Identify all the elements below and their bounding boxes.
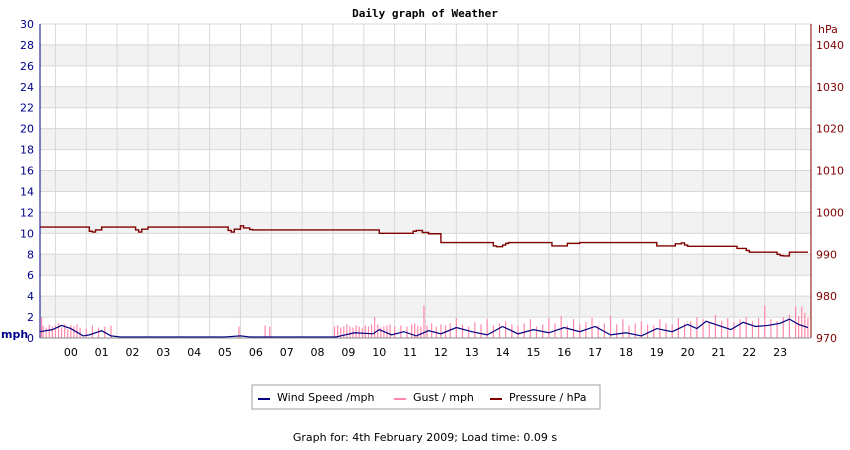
legend-label: Pressure / hPa	[509, 391, 587, 404]
x-tick-label: 11	[403, 346, 417, 359]
right-tick-label: 980	[816, 290, 837, 303]
series-0	[39, 318, 809, 338]
right-tick-label: 1000	[816, 206, 844, 219]
left-axis-unit: mph	[1, 328, 28, 341]
legend: Wind Speed /mph Gust / mph Pressure / hPa	[251, 384, 601, 410]
right-axis-ticks: 970 980 990 1000 1010 1020 1030 1040	[816, 39, 844, 345]
left-tick-label: 28	[20, 39, 34, 52]
left-tick-label: 4	[27, 290, 34, 303]
x-axis-ticks: 00 01 02 03 04 05 06 07 08 09 10 11 12 13 14 15 16 17 18 19…	[64, 346, 787, 359]
x-tick-label: 08	[311, 346, 325, 359]
series-2	[40, 225, 808, 257]
left-tick-label: 2	[27, 311, 34, 324]
pressure-line	[40, 225, 808, 257]
left-tick-label: 18	[20, 144, 34, 157]
left-tick-label: 30	[20, 18, 34, 31]
plot-grid	[40, 23, 811, 339]
x-tick-label: 10	[372, 346, 386, 359]
legend-label: Wind Speed /mph	[277, 391, 375, 404]
x-tick-label: 04	[187, 346, 201, 359]
x-tick-label: 07	[280, 346, 294, 359]
x-tick-label: 02	[126, 346, 140, 359]
left-tick-label: 22	[20, 102, 34, 115]
x-tick-label: 13	[465, 346, 479, 359]
x-tick-label: 15	[526, 346, 540, 359]
x-tick-label: 05	[218, 346, 232, 359]
x-tick-label: 22	[742, 346, 756, 359]
x-tick-label: 14	[496, 346, 510, 359]
left-tick-label: 12	[20, 206, 34, 219]
right-tick-label: 990	[816, 248, 837, 261]
series-layer	[39, 225, 809, 338]
plot-axes	[39, 24, 812, 339]
wind-speed-line	[39, 318, 809, 338]
left-tick-label: 24	[20, 81, 34, 94]
left-tick-label: 16	[20, 165, 34, 178]
x-tick-label: 01	[95, 346, 109, 359]
right-tick-label: 970	[816, 332, 837, 345]
x-tick-label: 12	[434, 346, 448, 359]
chart-title: Daily graph of Weather	[352, 7, 498, 20]
left-tick-label: 20	[20, 123, 34, 136]
x-tick-label: 19	[650, 346, 664, 359]
legend-box	[251, 384, 601, 410]
left-tick-label: 14	[20, 185, 34, 198]
x-tick-label: 00	[64, 346, 78, 359]
left-tick-label: 10	[20, 227, 34, 240]
right-axis-unit: hPa	[818, 23, 838, 36]
left-tick-label: 8	[27, 248, 34, 261]
x-tick-label: 03	[156, 346, 170, 359]
left-tick-label: 6	[27, 269, 34, 282]
right-tick-label: 1040	[816, 39, 844, 52]
x-tick-label: 16	[557, 346, 571, 359]
x-tick-label: 20	[681, 346, 695, 359]
x-tick-label: 09	[341, 346, 355, 359]
x-tick-label: 06	[249, 346, 263, 359]
left-tick-label: 0	[27, 332, 34, 345]
legend-label: Gust / mph	[413, 391, 474, 404]
left-tick-label: 26	[20, 60, 34, 73]
x-tick-label: 17	[588, 346, 602, 359]
right-tick-label: 1020	[816, 123, 844, 136]
right-tick-label: 1030	[816, 81, 844, 94]
x-tick-label: 18	[619, 346, 633, 359]
right-tick-label: 1010	[816, 165, 844, 178]
graph-footer: Graph for: 4th February 2009; Load time:…	[293, 431, 558, 444]
x-tick-label: 21	[711, 346, 725, 359]
x-tick-label: 23	[773, 346, 787, 359]
